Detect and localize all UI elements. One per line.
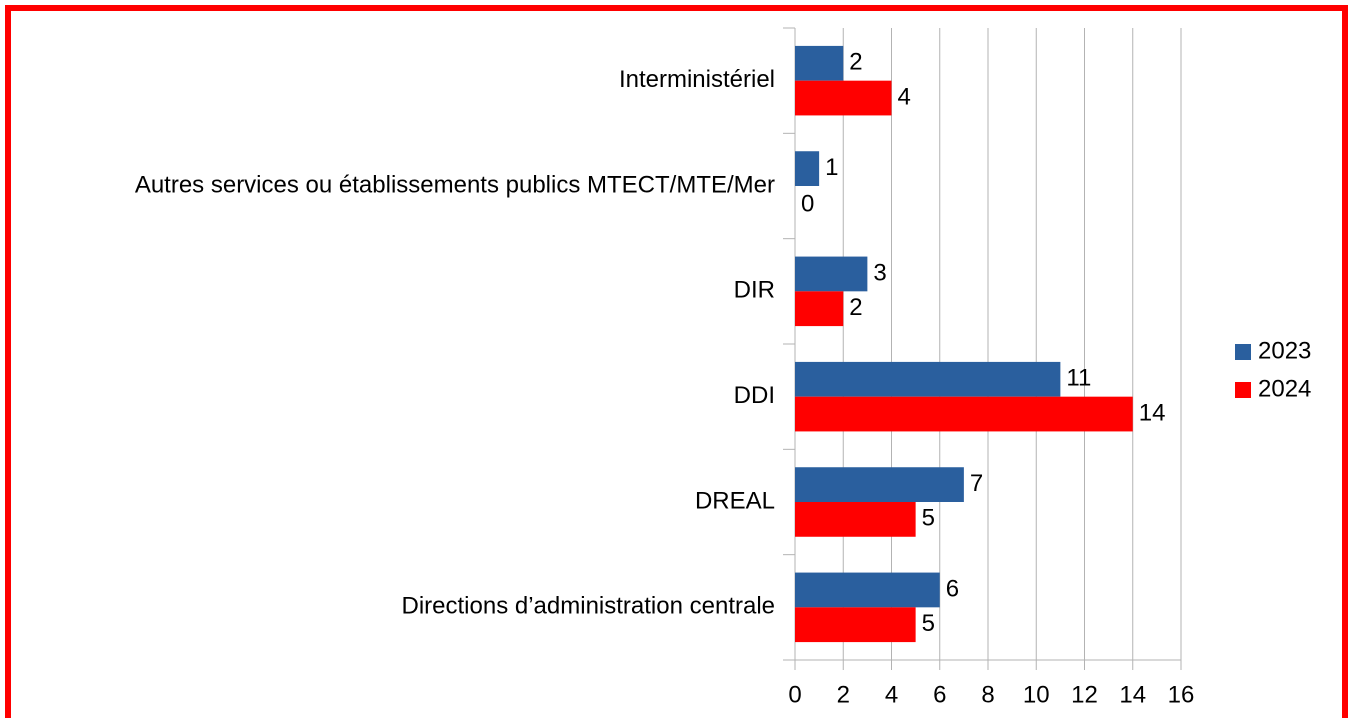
x-tick-label: 6 [933, 681, 946, 708]
data-label: 6 [946, 575, 959, 602]
x-tick-label: 10 [1023, 681, 1050, 708]
data-label: 5 [922, 505, 935, 532]
bar [795, 151, 820, 186]
bar [795, 45, 844, 81]
legend-label: 2023 [1258, 337, 1311, 364]
y-tick-label: DREAL [695, 487, 775, 514]
legend-swatch [1235, 344, 1251, 360]
data-label: 5 [922, 610, 935, 637]
bar [795, 467, 964, 502]
x-tick-label: 8 [981, 681, 994, 708]
data-label: 7 [970, 470, 983, 497]
bar [795, 361, 1061, 397]
data-label: 1 [825, 154, 838, 181]
x-tick-label: 14 [1119, 681, 1146, 708]
data-label: 0 [801, 191, 814, 218]
data-label: 3 [873, 259, 886, 286]
bar [795, 291, 844, 327]
frame [5, 5, 1348, 718]
bar [795, 502, 916, 537]
x-tick-label: 0 [788, 681, 801, 708]
y-tick-label: DDI [734, 382, 775, 409]
y-tick-label: DIR [734, 277, 775, 304]
y-tick-label: Interministériel [619, 66, 775, 93]
data-label: 14 [1139, 399, 1166, 426]
data-label: 2 [849, 294, 862, 321]
data-label: 4 [898, 83, 911, 110]
data-label: 2 [849, 49, 862, 76]
bar [795, 80, 892, 116]
y-tick-label: Autres services ou établissements public… [135, 171, 775, 198]
x-tick-label: 12 [1071, 681, 1098, 708]
x-tick-label: 16 [1168, 681, 1195, 708]
y-tick-label: Directions d’administration centrale [402, 593, 776, 620]
bar [795, 256, 868, 292]
legend-swatch [1235, 382, 1251, 398]
data-label: 11 [1066, 365, 1091, 392]
bar [795, 572, 940, 608]
bar [795, 607, 916, 643]
x-tick-label: 4 [885, 681, 898, 708]
legend-label: 2024 [1258, 375, 1311, 402]
bar [795, 396, 1133, 432]
x-tick-label: 2 [837, 681, 850, 708]
